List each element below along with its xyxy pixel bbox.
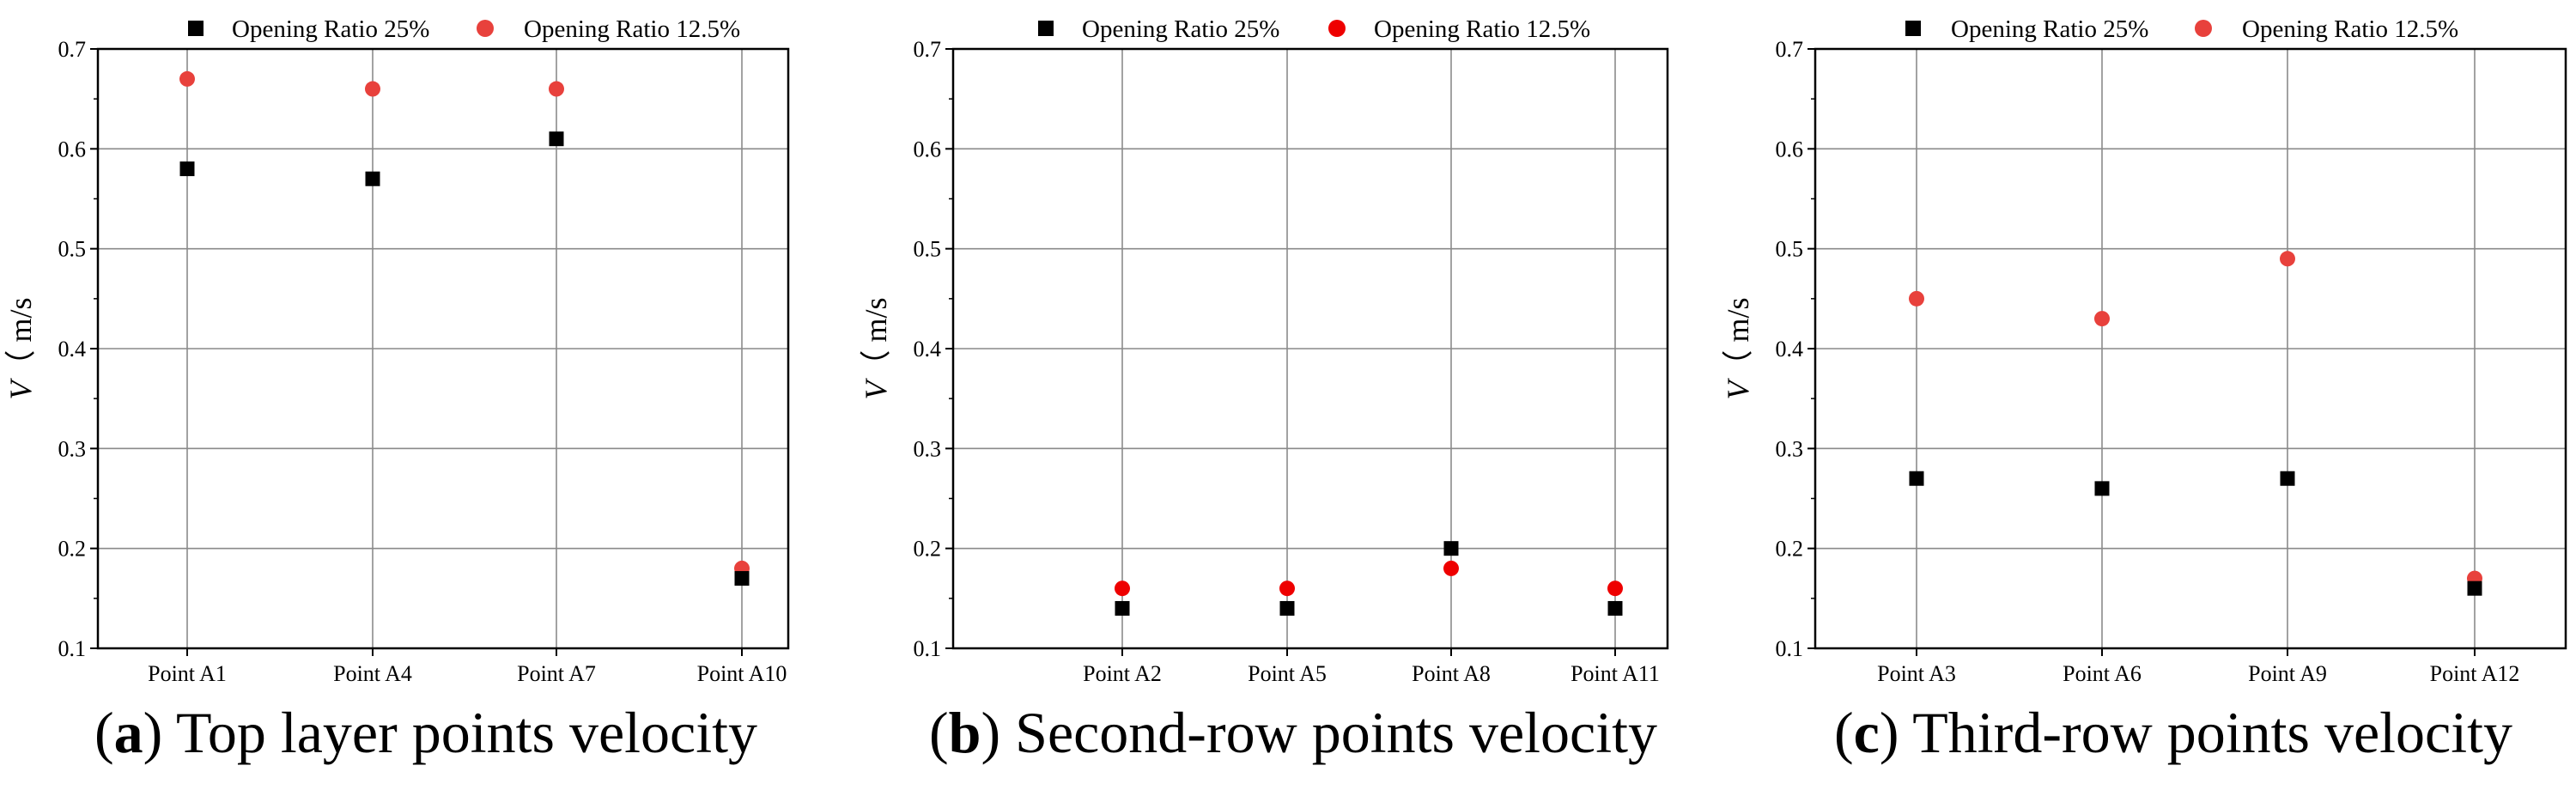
- y-tick-label: 0.3: [1776, 436, 1804, 461]
- data-point-12-5: [1115, 580, 1130, 597]
- y-tick-label: 0.4: [1776, 337, 1804, 362]
- data-point-25: [2094, 481, 2110, 496]
- y-tick-label: 0.2: [914, 537, 942, 562]
- y-axis-label-symbol: V: [3, 378, 38, 400]
- data-point-12-5: [179, 70, 195, 87]
- data-point-25: [549, 131, 564, 147]
- data-point-12-5: [1443, 560, 1459, 576]
- data-point-25: [2280, 471, 2295, 486]
- data-point-12-5: [2094, 311, 2110, 327]
- caption-text: Second-row points velocity: [1015, 700, 1657, 765]
- x-tick-label: Point A11: [1571, 661, 1660, 686]
- legend-marker-25: [1038, 21, 1054, 36]
- legend-marker-12-5: [1328, 20, 1346, 37]
- y-tick-label: 0.5: [58, 237, 87, 262]
- y-axis-label-unit: m/s: [1721, 297, 1755, 342]
- panel-caption: (c) Third-row points velocity: [1834, 700, 2512, 765]
- y-tick-label: 0.3: [58, 436, 87, 461]
- y-tick-label: 0.7: [58, 37, 87, 62]
- y-tick-label: 0.6: [914, 137, 942, 161]
- chart-panel-a: 0.1 0.2 0.3 0.4 0.5 0.6 0.7 Point A1 Point A4 Poi…: [3, 15, 790, 765]
- caption-close: ): [1880, 700, 1912, 765]
- chart-panel-b: 0.1 0.2 0.3 0.4 0.5 0.6 0.7 Point A2 Point A5 Poi…: [859, 15, 1669, 765]
- caption-open: (: [1834, 700, 1854, 765]
- y-tick-label: 0.7: [914, 37, 942, 62]
- legend-label-12-5: Opening Ratio 12.5%: [2242, 15, 2458, 43]
- legend-label-12-5: Opening Ratio 12.5%: [1374, 15, 1590, 43]
- data-point-25: [179, 161, 195, 177]
- data-point-25: [1909, 471, 1924, 486]
- y-tick-label: 0.2: [58, 537, 87, 562]
- x-tick-label: Point A3: [1877, 661, 1956, 686]
- y-tick-label: 0.2: [1776, 537, 1804, 562]
- y-tick-label: 0.5: [914, 237, 942, 262]
- y-axis-label: V（ m/s: [859, 297, 893, 399]
- data-point-25: [1279, 600, 1295, 616]
- y-axis-label-unit: m/s: [3, 297, 38, 342]
- caption-letter: c: [1854, 700, 1880, 765]
- y-tick-label: 0.5: [1776, 237, 1804, 262]
- y-tick-label: 0.6: [58, 137, 87, 161]
- y-axis-label-symbol: V: [859, 378, 893, 400]
- data-point-12-5: [1909, 290, 1924, 307]
- y-tick-label: 0.1: [58, 636, 87, 661]
- legend-marker-12-5: [477, 20, 494, 37]
- y-axis-label-paren: （: [3, 343, 38, 381]
- x-tick-label: Point A12: [2430, 661, 2520, 686]
- data-point-12-5: [1279, 580, 1295, 597]
- y-axis-label-paren: （: [1721, 343, 1755, 381]
- y-axis-label-paren: （: [859, 343, 893, 381]
- caption-text: Top layer points velocity: [176, 700, 757, 765]
- data-point-25: [1443, 541, 1459, 556]
- y-tick-label: 0.3: [914, 436, 942, 461]
- chart-panel-c: 0.1 0.2 0.3 0.4 0.5 0.6 0.7 Point A3 Point A6 Poi…: [1721, 15, 2567, 765]
- data-point-25: [1607, 600, 1623, 616]
- caption-open: (: [929, 700, 949, 765]
- legend-marker-25: [188, 21, 204, 36]
- y-axis-label: V（ m/s: [1721, 297, 1755, 399]
- panel-caption: (a) Top layer points velocity: [94, 700, 757, 765]
- data-point-25: [365, 171, 380, 186]
- caption-open: (: [94, 700, 114, 765]
- x-tick-label: Point A5: [1248, 661, 1327, 686]
- legend-label-25: Opening Ratio 25%: [1951, 15, 2148, 43]
- x-tick-label: Point A9: [2248, 661, 2327, 686]
- caption-text: Third-row points velocity: [1912, 700, 2512, 765]
- data-point-12-5: [1607, 580, 1623, 597]
- caption-letter: a: [114, 700, 143, 765]
- data-point-12-5: [549, 81, 564, 97]
- caption-close: ): [143, 700, 176, 765]
- y-tick-label: 0.1: [914, 636, 942, 661]
- y-tick-label: 0.1: [1776, 636, 1804, 661]
- x-tick-label: Point A6: [2063, 661, 2142, 686]
- panel-caption: (b) Second-row points velocity: [929, 700, 1657, 765]
- y-axis-label-symbol: V: [1721, 378, 1755, 400]
- x-tick-label: Point A4: [333, 661, 412, 686]
- x-tick-label: Point A10: [697, 661, 787, 686]
- y-tick-label: 0.6: [1776, 137, 1804, 161]
- caption-letter: b: [949, 700, 981, 765]
- legend-label-12-5: Opening Ratio 12.5%: [524, 15, 740, 43]
- data-point-25: [734, 571, 750, 586]
- y-axis-label: V（ m/s: [3, 297, 38, 399]
- x-tick-label: Point A1: [148, 661, 227, 686]
- data-point-12-5: [365, 81, 380, 97]
- legend-marker-25: [1905, 21, 1921, 36]
- x-tick-label: Point A2: [1083, 661, 1162, 686]
- caption-close: ): [981, 700, 1015, 765]
- data-point-12-5: [2280, 251, 2295, 267]
- legend-marker-12-5: [2195, 20, 2212, 37]
- data-point-25: [2467, 580, 2482, 596]
- legend-label-25: Opening Ratio 25%: [1082, 15, 1279, 43]
- data-point-25: [1115, 600, 1130, 616]
- y-tick-label: 0.7: [1776, 37, 1804, 62]
- y-axis-label-unit: m/s: [859, 297, 893, 342]
- legend-label-25: Opening Ratio 25%: [232, 15, 429, 43]
- y-tick-label: 0.4: [914, 337, 942, 362]
- x-tick-label: Point A7: [517, 661, 596, 686]
- y-tick-label: 0.4: [58, 337, 87, 362]
- x-tick-label: Point A8: [1412, 661, 1491, 686]
